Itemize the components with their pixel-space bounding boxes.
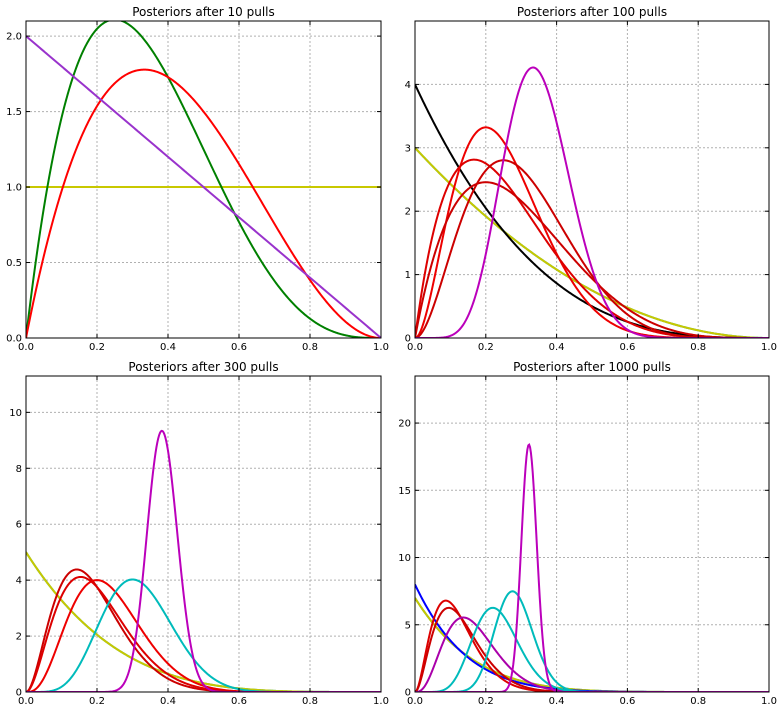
series-line-7 (415, 606, 769, 692)
x-tick-label: 0.4 (160, 696, 176, 707)
x-tick-label: 1.0 (373, 342, 389, 353)
x-tick-label: 0.0 (18, 696, 34, 707)
x-tick-label: 1.0 (761, 696, 777, 707)
series-line-1 (415, 147, 769, 338)
x-tick-label: 0.8 (302, 696, 318, 707)
y-tick-label: 2 (16, 632, 22, 643)
series-line-4 (26, 68, 381, 338)
y-tick-label: 20 (398, 419, 411, 430)
series-line-2 (415, 597, 769, 692)
y-tick-label: 0.5 (6, 258, 22, 269)
y-tick-label: 4 (16, 576, 22, 587)
y-tick-label: 1 (405, 270, 411, 281)
x-tick-label: 0.2 (478, 342, 494, 353)
series-line-3 (26, 21, 381, 338)
x-tick-label: 0.4 (549, 696, 565, 707)
x-tick-label: 1.0 (761, 342, 777, 353)
x-tick-label: 0.8 (690, 696, 706, 707)
subplot-1: 0.0 0.2 0.4 0.6 0.8 1.0 0.0 0.5 1.0 1.5 2.0 Posteri… (6, 5, 389, 353)
x-tick-label: 0.6 (619, 342, 635, 353)
series-line-2 (415, 147, 769, 338)
y-tick-label: 4 (405, 80, 411, 91)
y-tick-label: 8 (16, 464, 22, 475)
subplot-4: 0.0 0.2 0.4 0.6 0.8 1.0 0 5 10 15 20 Posteriors aft… (398, 360, 777, 707)
x-tick-label: 0.8 (302, 342, 318, 353)
series-line-4 (415, 599, 769, 692)
series-line-4 (415, 126, 769, 338)
y-tick-label: 0 (405, 688, 411, 699)
series-line-8 (415, 66, 769, 338)
y-tick-label: 0 (16, 688, 22, 699)
x-tick-label: 0.8 (690, 342, 706, 353)
series-line-9 (415, 442, 769, 692)
x-tick-label: 0.2 (478, 696, 494, 707)
y-tick-label: 0 (405, 334, 411, 345)
subplot-2: 0.0 0.2 0.4 0.6 0.8 1.0 0 1 2 3 4 Posteriors after … (405, 5, 777, 353)
series-line-6 (26, 578, 381, 692)
series-line-5 (26, 35, 381, 338)
axes-frame (25, 20, 382, 339)
y-tick-label: 5 (405, 620, 411, 631)
series-line-5 (415, 158, 769, 338)
series-line-3 (26, 568, 381, 692)
x-tick-label: 0.0 (407, 342, 423, 353)
x-tick-label: 1.0 (373, 696, 389, 707)
x-tick-label: 0.6 (231, 342, 247, 353)
subplot-title: Posteriors after 100 pulls (517, 5, 667, 19)
x-tick-label: 0.2 (89, 696, 105, 707)
series-line-1 (415, 597, 769, 692)
axes-frame (25, 375, 382, 693)
x-tick-label: 0.2 (89, 342, 105, 353)
y-tick-label: 2.0 (6, 32, 22, 43)
y-tick-label: 10 (398, 553, 411, 564)
series-line-7 (415, 159, 769, 338)
y-tick-label: 3 (405, 143, 411, 154)
y-tick-label: 1.0 (6, 183, 22, 194)
x-tick-label: 0.4 (160, 342, 176, 353)
subplot-title: Posteriors after 1000 pulls (513, 360, 671, 374)
series-line-7 (26, 429, 381, 692)
y-tick-label: 6 (16, 520, 22, 531)
y-tick-label: 1.5 (6, 107, 22, 118)
series-line-8 (415, 590, 769, 692)
x-tick-label: 0.6 (619, 696, 635, 707)
axes-frame (414, 375, 770, 693)
x-tick-label: 0.6 (231, 696, 247, 707)
y-tick-label: 0.0 (6, 334, 22, 345)
subplot-title: Posteriors after 300 pulls (128, 360, 278, 374)
x-tick-label: 0.4 (549, 342, 565, 353)
subplot-3: 0.0 0.2 0.4 0.6 0.8 1.0 0 2 4 6 8 10 Posteriors afte… (9, 360, 389, 707)
y-tick-label: 15 (398, 486, 411, 497)
y-tick-label: 10 (9, 408, 22, 419)
series-line-5 (26, 575, 381, 692)
x-tick-label: 0.0 (18, 342, 34, 353)
x-tick-label: 0.0 (407, 696, 423, 707)
y-tick-label: 2 (405, 207, 411, 218)
series-line-3 (415, 584, 769, 692)
axes-frame (414, 20, 770, 339)
subplot-title: Posteriors after 10 pulls (132, 5, 275, 19)
